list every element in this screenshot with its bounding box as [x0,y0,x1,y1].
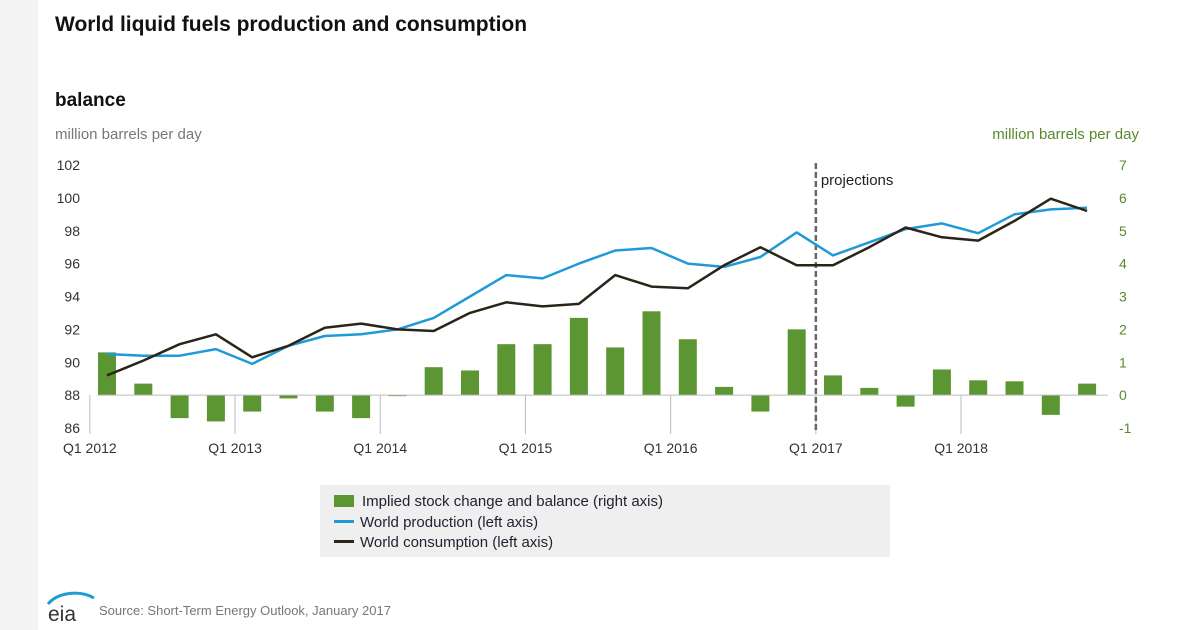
right-axis-tick-label: 5 [1119,223,1127,239]
bar-stock-change [1005,381,1024,396]
projection-label: projections [821,172,894,189]
legend-label-production: World production (left axis) [360,514,539,531]
bar-stock-change [98,352,116,396]
left-axis-unit-label: million barrels per day [55,126,202,143]
left-axis-tick-label: 102 [57,157,81,173]
bar-stock-change [170,395,189,419]
right-axis-tick-label: 2 [1119,321,1127,337]
bar-stock-change [751,395,770,412]
bar-stock-change [424,367,443,396]
bar-stock-change [206,395,225,422]
bar-stock-change [352,395,371,419]
right-axis-tick-label: -1 [1119,420,1132,436]
left-axis-tick-label: 94 [64,289,80,305]
bar-stock-change [1041,395,1060,415]
side-panel [0,0,38,630]
right-axis-tick-label: 4 [1119,256,1127,272]
bar-stock-change [315,395,334,412]
production-line [106,206,1088,366]
consumption-line [106,197,1088,377]
bar-stock-change [642,311,661,396]
bar-stock-change [932,369,951,396]
left-axis-tick-label: 92 [64,321,80,337]
x-axis-tick-label: Q1 2018 [934,440,988,456]
source-note: Source: Short-Term Energy Outlook, Janua… [99,603,391,618]
bar-stock-change [497,344,516,396]
chart-legend: Implied stock change and balance (right … [320,485,890,557]
bar-stock-change [606,347,625,396]
x-axis-tick-label: Q1 2014 [353,440,407,456]
bar-stock-change [134,383,153,396]
legend-item-consumption: World consumption (left axis) [334,534,553,551]
x-axis-tick-label: Q1 2016 [644,440,698,456]
x-axis-tick-label: Q1 2017 [789,440,843,456]
right-axis-tick-label: 6 [1119,190,1127,206]
left-axis-tick-label: 96 [64,256,80,272]
chart-title: World liquid fuels production and consum… [55,13,528,36]
bar-stock-change [860,387,879,396]
legend-swatch-bar [334,495,354,507]
legend-item-stock-change: Implied stock change and balance (right … [334,493,663,510]
legend-swatch-consumption [334,540,354,543]
bar-stock-change [461,370,479,396]
legend-label-consumption: World consumption (left axis) [360,534,554,551]
bar-stock-change [969,380,988,396]
bar-stock-change [715,386,734,396]
right-axis-tick-label: 0 [1119,387,1127,403]
chart-plot: 86 88 90 92 94 96 98 100 102 -1 0 1 2 3 4 5 6 7 Q1 2012 Q1 … [57,157,1132,456]
bar-stock-change [824,375,842,396]
left-axis-tick-label: 98 [64,223,80,239]
bar-stock-change [279,395,298,399]
right-axis-tick-label: 1 [1119,354,1127,370]
right-axis-unit-label: million barrels per day [992,126,1139,143]
left-axis-tick-label: 86 [64,420,80,436]
bar-stock-change [896,395,915,407]
bar-stock-change [243,395,262,412]
left-axis-tick-label: 90 [64,354,80,370]
bar-stock-change [533,344,552,396]
eia-logo-icon: eia [46,591,95,626]
bar-stock-change [569,317,588,396]
legend-label-stock-change: Implied stock change and balance (right … [362,493,663,510]
x-axis-tick-label: Q1 2015 [499,440,553,456]
bar-stock-change [678,339,697,396]
bar-stock-change [1078,383,1097,396]
legend-item-production: World production (left axis) [334,514,538,531]
x-axis-tick-label: Q1 2013 [208,440,262,456]
right-axis-tick-label: 7 [1119,157,1127,173]
bar-stock-change [787,329,806,396]
svg-text:eia: eia [48,603,76,626]
x-axis-tick-label: Q1 2012 [63,440,117,456]
legend-swatch-production [334,520,354,523]
right-axis-tick-label: 3 [1119,289,1127,305]
chart-subtitle: balance [55,90,126,111]
left-axis-tick-label: 100 [57,190,81,206]
left-axis-tick-label: 88 [64,387,80,403]
